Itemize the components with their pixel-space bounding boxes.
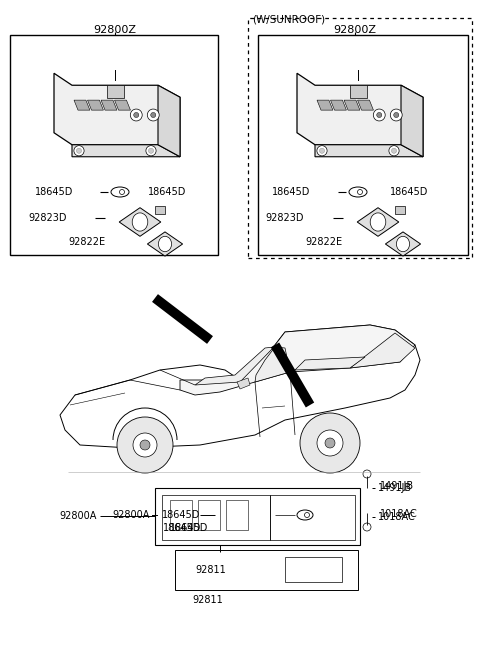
Polygon shape: [331, 100, 347, 110]
Text: 1018AC: 1018AC: [378, 512, 416, 522]
Text: 18645D: 18645D: [170, 523, 208, 533]
Bar: [162, 495, 270, 540]
Bar: [395, 206, 405, 214]
Text: 18645D: 18645D: [148, 187, 186, 197]
Bar: [248, 18, 472, 258]
Text: 1491JB: 1491JB: [380, 481, 414, 491]
Circle shape: [130, 109, 142, 121]
Text: 1018AC: 1018AC: [380, 509, 418, 519]
Bar: [285, 557, 342, 582]
Text: 18645D: 18645D: [272, 187, 311, 197]
Circle shape: [390, 109, 402, 121]
Polygon shape: [74, 100, 90, 110]
Circle shape: [394, 112, 399, 117]
Polygon shape: [115, 100, 131, 110]
Polygon shape: [385, 232, 420, 256]
Circle shape: [325, 438, 335, 448]
Text: 92822E: 92822E: [68, 237, 105, 247]
Bar: [155, 206, 165, 214]
Polygon shape: [60, 325, 420, 448]
Text: 18645D: 18645D: [162, 510, 200, 520]
Polygon shape: [87, 100, 103, 110]
Circle shape: [317, 146, 327, 156]
Circle shape: [117, 417, 173, 473]
Polygon shape: [344, 100, 360, 110]
Circle shape: [320, 148, 324, 154]
Circle shape: [146, 146, 156, 156]
Polygon shape: [358, 100, 373, 110]
Circle shape: [76, 148, 82, 154]
Circle shape: [274, 346, 282, 354]
Bar: [175, 550, 358, 590]
Text: 92811: 92811: [195, 565, 226, 575]
Circle shape: [373, 109, 385, 121]
Polygon shape: [350, 333, 415, 368]
Bar: [10, 35, 218, 255]
Polygon shape: [54, 73, 180, 157]
Polygon shape: [401, 85, 423, 157]
Circle shape: [377, 112, 382, 117]
Text: 92800Z: 92800Z: [94, 25, 136, 35]
Polygon shape: [119, 208, 161, 236]
Circle shape: [120, 190, 124, 194]
Text: 92811: 92811: [192, 595, 223, 605]
Circle shape: [147, 109, 159, 121]
Text: 18645D: 18645D: [163, 523, 202, 533]
Ellipse shape: [297, 510, 313, 520]
Circle shape: [317, 430, 343, 456]
Polygon shape: [158, 85, 180, 157]
Bar: [349, 85, 367, 98]
Polygon shape: [237, 378, 250, 389]
Polygon shape: [195, 347, 274, 385]
Text: 92823D: 92823D: [265, 213, 303, 223]
Text: 92800A: 92800A: [113, 510, 150, 520]
Text: 1491JB: 1491JB: [378, 483, 412, 493]
Ellipse shape: [349, 187, 367, 197]
Circle shape: [363, 523, 371, 531]
Bar: [226, 500, 248, 530]
Bar: [170, 500, 192, 530]
Polygon shape: [101, 100, 117, 110]
Circle shape: [363, 470, 371, 478]
Text: (W/SUNROOF): (W/SUNROOF): [252, 15, 325, 25]
Circle shape: [358, 190, 362, 194]
Polygon shape: [317, 100, 333, 110]
Polygon shape: [72, 145, 180, 157]
Text: 92800A: 92800A: [60, 511, 97, 521]
Polygon shape: [315, 145, 423, 157]
Text: 92822E: 92822E: [305, 237, 342, 247]
Circle shape: [134, 112, 139, 117]
Text: 92823D: 92823D: [28, 213, 67, 223]
Circle shape: [392, 148, 396, 154]
Circle shape: [389, 146, 399, 156]
Text: 18645D: 18645D: [35, 187, 73, 197]
Circle shape: [74, 146, 84, 156]
Bar: [155, 488, 360, 545]
Ellipse shape: [111, 187, 129, 197]
Bar: [258, 35, 468, 255]
Text: 18645D: 18645D: [390, 187, 428, 197]
Circle shape: [140, 440, 150, 450]
Ellipse shape: [396, 236, 409, 252]
Text: 92800Z: 92800Z: [334, 25, 376, 35]
Circle shape: [151, 112, 156, 117]
Polygon shape: [357, 208, 399, 236]
Circle shape: [133, 433, 157, 457]
Bar: [198, 500, 220, 530]
Ellipse shape: [132, 213, 148, 231]
Ellipse shape: [370, 213, 386, 231]
Polygon shape: [295, 357, 365, 370]
Bar: [107, 85, 123, 98]
Circle shape: [148, 148, 154, 154]
Bar: [270, 495, 355, 540]
Circle shape: [300, 413, 360, 473]
Polygon shape: [255, 347, 290, 382]
Polygon shape: [180, 325, 415, 395]
Circle shape: [304, 512, 310, 518]
Polygon shape: [147, 232, 182, 256]
Polygon shape: [297, 73, 423, 157]
Ellipse shape: [158, 236, 172, 252]
